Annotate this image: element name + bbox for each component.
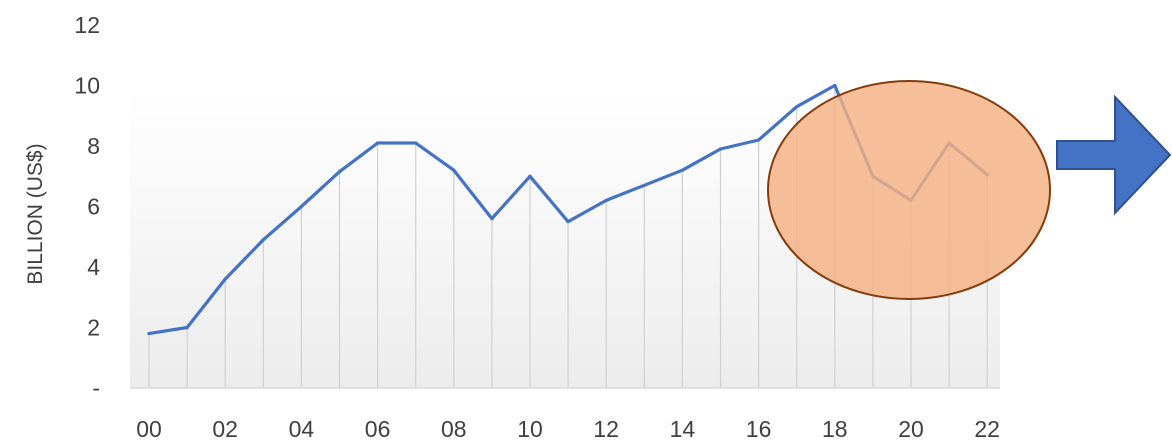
right-arrow <box>1056 94 1172 216</box>
data-point <box>795 105 799 109</box>
data-point <box>757 138 761 142</box>
y-tick-label: 12 <box>74 12 100 38</box>
x-tick-label: 20 <box>898 416 924 441</box>
data-point <box>414 141 418 145</box>
data-point <box>299 204 303 209</box>
data-point <box>680 168 685 172</box>
y-tick-label: 2 <box>87 315 100 341</box>
x-tick-label: 10 <box>517 416 543 441</box>
x-tick-label: 00 <box>136 416 162 441</box>
y-tick-label: 8 <box>87 133 100 159</box>
x-tick-label: 06 <box>365 416 391 441</box>
y-tick-label: 10 <box>74 73 100 99</box>
data-point <box>528 174 532 178</box>
data-point <box>833 83 837 88</box>
data-point <box>566 220 570 224</box>
y-tick-label: 4 <box>87 254 100 280</box>
x-tick-label: 02 <box>212 416 238 441</box>
x-axis-ticks: 00 02 04 06 08 10 12 14 16 18 20 22 <box>136 416 1000 441</box>
data-point <box>642 183 646 187</box>
highlight-ellipse <box>767 80 1051 300</box>
x-tick-label: 04 <box>289 416 315 441</box>
y-axis-ticks: - 2 4 6 8 10 12 <box>74 12 100 401</box>
y-axis-title: BILLION (US$) <box>24 143 47 284</box>
y-tick-label: - <box>92 375 100 401</box>
x-tick-label: 18 <box>822 416 848 441</box>
data-point <box>490 217 494 221</box>
x-tick-label: 08 <box>441 416 467 441</box>
data-point <box>223 277 227 281</box>
data-point <box>147 331 151 336</box>
data-point <box>604 198 608 203</box>
data-point <box>185 325 189 330</box>
data-point <box>452 168 456 172</box>
y-tick-label: 6 <box>87 194 100 220</box>
x-tick-label: 12 <box>593 416 619 441</box>
data-point <box>718 147 723 151</box>
x-tick-label: 14 <box>670 416 696 441</box>
x-tick-label: 16 <box>746 416 772 441</box>
x-tick-label: 22 <box>974 416 1000 441</box>
data-point <box>337 170 342 174</box>
data-point <box>376 141 380 145</box>
data-point <box>261 238 265 242</box>
